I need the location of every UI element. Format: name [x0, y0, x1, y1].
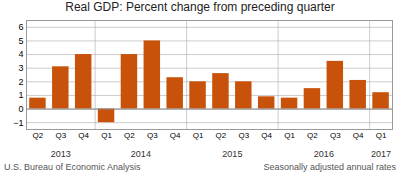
svg-text:2014: 2014	[131, 149, 151, 159]
svg-text:2: 2	[18, 77, 23, 87]
svg-text:2015: 2015	[222, 149, 242, 159]
svg-text:2016: 2016	[314, 149, 334, 159]
svg-text:Q1: Q1	[101, 131, 112, 140]
html-text:Real GDP: Percent change from: Real GDP: Percent change from preceding …	[65, 0, 335, 14]
html-text:Seasonally adjusted annual rat: Seasonally adjusted annual rates	[263, 162, 396, 172]
svg-text:Q2: Q2	[216, 131, 227, 140]
svg-text:Q2: Q2	[124, 131, 135, 140]
svg-text:Q1: Q1	[284, 131, 295, 140]
svg-text:Q3: Q3	[55, 131, 66, 140]
svg-text:Q4: Q4	[353, 131, 364, 140]
svg-text:Q4: Q4	[78, 131, 89, 140]
svg-text:Q1: Q1	[193, 131, 204, 140]
svg-text:Q3: Q3	[147, 131, 158, 140]
svg-text:Q2: Q2	[33, 131, 44, 140]
svg-text:Q4: Q4	[261, 131, 272, 140]
svg-text:Q3: Q3	[238, 131, 249, 140]
svg-text:2017: 2017	[371, 149, 391, 159]
svg-text:2013: 2013	[51, 149, 71, 159]
svg-text:−1: −1	[13, 118, 23, 128]
svg-text:Q4: Q4	[170, 131, 181, 140]
svg-text:5: 5	[18, 36, 23, 46]
html-text:U.S. Bureau of Economic Analys: U.S. Bureau of Economic Analysis	[4, 162, 141, 172]
svg-text:6: 6	[18, 22, 23, 32]
svg-text:Q2: Q2	[307, 131, 318, 140]
svg-text:Q3: Q3	[330, 131, 341, 140]
svg-text:1: 1	[18, 90, 23, 100]
svg-text:Q1: Q1	[376, 131, 387, 140]
svg-text:0: 0	[18, 104, 23, 114]
svg-text:4: 4	[18, 49, 23, 59]
svg-text:3: 3	[18, 63, 23, 73]
